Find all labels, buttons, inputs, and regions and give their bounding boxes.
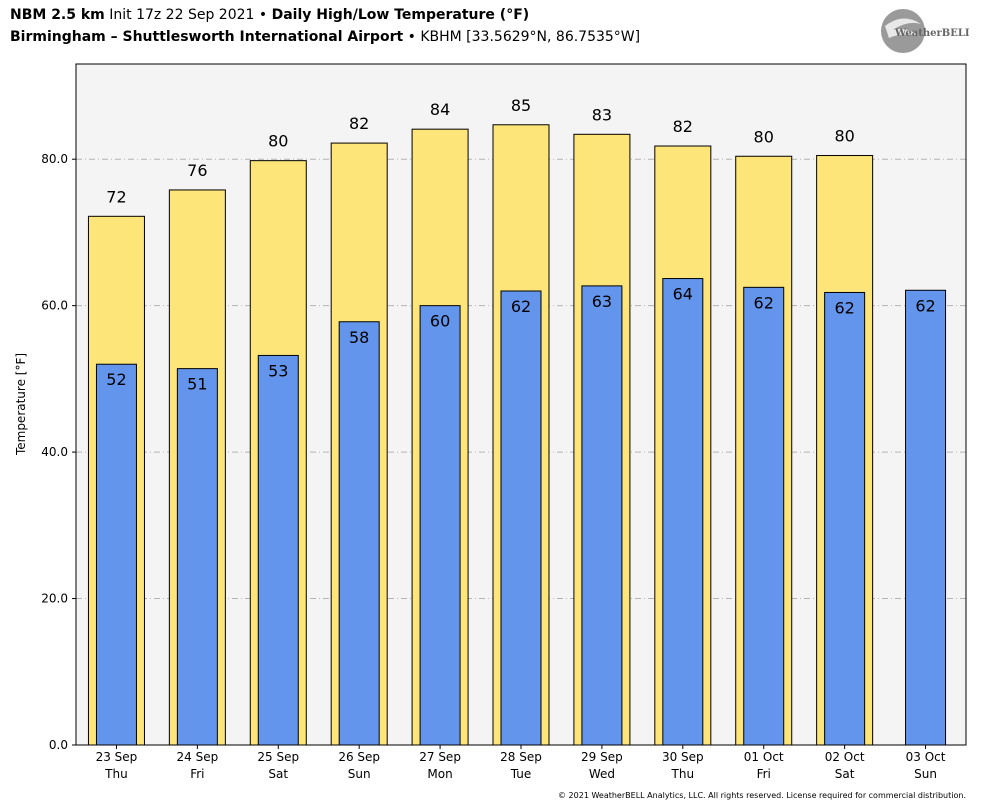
x-tick-day-8: Fri (757, 767, 771, 781)
low-bar-1 (176, 368, 218, 746)
x-axis: 23 Sep Thu 24 Sep Fri 25 Sep Sat 26 Sep Sun 27 S… (96, 745, 946, 781)
low-bar-7 (662, 278, 704, 746)
x-tick-day-0: Thu (104, 767, 128, 781)
chart-header: NBM 2.5 km Init 17z 22 Sep 2021 • Daily … (10, 4, 870, 48)
low-value-label-7: 64 (673, 285, 693, 304)
high-value-label-2: 80 (268, 132, 288, 151)
low-value-label-4: 60 (430, 312, 450, 331)
logo-swirl-arc (885, 18, 921, 38)
high-value-label-3: 82 (349, 114, 369, 133)
copyright-footer: © 2021 WeatherBELL Analytics, LLC. All r… (558, 791, 966, 800)
init-time: Init 17z 22 Sep 2021 (109, 7, 255, 23)
high-value-label-8: 80 (754, 127, 774, 146)
low-value-label-8: 62 (754, 293, 774, 312)
low-bar-2 (257, 354, 299, 746)
y-tick-label-40: 40.0 (41, 445, 68, 459)
x-tick-date-3: 26 Sep (338, 750, 380, 764)
station-meta: KBHM [33.5629°N, 86.7535°W] (420, 29, 641, 45)
x-tick-day-6: Wed (589, 767, 615, 781)
low-bar-10 (905, 289, 947, 746)
x-tick-day-2: Sat (268, 767, 288, 781)
logo-text: WeatherBELL (894, 28, 969, 39)
header-bullet-2: • (407, 29, 416, 45)
y-axis-label: Temperature [°F] (14, 353, 28, 456)
y-axis: 0.0 20.0 40.0 60.0 80.0 (41, 152, 76, 752)
model-name: NBM 2.5 km (10, 7, 105, 23)
y-tick-label-20: 20.0 (41, 592, 68, 606)
header-line-1: NBM 2.5 km Init 17z 22 Sep 2021 • Daily … (10, 4, 870, 26)
x-tick-day-3: Sun (348, 767, 371, 781)
header-line-2: Birmingham – Shuttlesworth International… (10, 26, 870, 48)
product-title: Daily High/Low Temperature (°F) (271, 7, 530, 23)
x-tick-day-7: Thu (671, 767, 695, 781)
high-value-label-1: 76 (187, 161, 207, 180)
high-value-label-5: 85 (511, 96, 531, 115)
bar-value-labels: 72 52 76 51 80 53 82 58 84 60 85 62 83 63 82 64 80 62 80 62… (106, 96, 935, 394)
low-bars (95, 278, 947, 746)
low-bar-8 (743, 286, 785, 746)
low-bar-3 (338, 321, 380, 746)
low-bar-6 (581, 285, 623, 746)
weatherbell-logo-icon: WeatherBELL (881, 9, 969, 53)
x-tick-day-10: Sun (914, 767, 937, 781)
x-tick-date-10: 03 Oct (906, 750, 946, 764)
x-tick-date-6: 29 Sep (581, 750, 623, 764)
low-value-label-10: 62 (915, 296, 935, 315)
x-tick-day-4: Mon (427, 767, 452, 781)
station-name: Birmingham – Shuttlesworth International… (10, 29, 404, 45)
x-tick-date-1: 24 Sep (177, 750, 219, 764)
high-value-label-6: 83 (592, 105, 612, 124)
y-tick-label-0: 0.0 (49, 738, 68, 752)
y-tick-label-60: 60.0 (41, 299, 68, 313)
x-tick-day-5: Tue (510, 767, 532, 781)
x-tick-date-4: 27 Sep (419, 750, 461, 764)
x-tick-day-9: Sat (835, 767, 855, 781)
x-tick-day-1: Fri (190, 767, 204, 781)
low-value-label-6: 63 (592, 292, 612, 311)
low-value-label-5: 62 (511, 297, 531, 316)
x-tick-date-5: 28 Sep (500, 750, 542, 764)
low-bar-5 (500, 290, 542, 746)
low-bar-0 (95, 363, 137, 746)
high-value-label-4: 84 (430, 100, 450, 119)
low-value-label-9: 62 (834, 298, 854, 317)
low-value-label-0: 52 (106, 370, 126, 389)
x-tick-date-2: 25 Sep (257, 750, 299, 764)
low-bar-4 (419, 305, 461, 746)
x-tick-date-9: 02 Oct (825, 750, 865, 764)
x-tick-date-0: 23 Sep (96, 750, 138, 764)
header-bullet: • (258, 7, 268, 23)
x-tick-date-7: 30 Sep (662, 750, 704, 764)
high-value-label-0: 72 (106, 187, 126, 206)
low-value-label-3: 58 (349, 328, 369, 347)
x-tick-date-8: 01 Oct (744, 750, 784, 764)
low-value-label-1: 51 (187, 375, 207, 394)
y-tick-label-80: 80.0 (41, 152, 68, 166)
low-value-label-2: 53 (268, 361, 288, 380)
high-value-label-9: 80 (834, 127, 854, 146)
low-bar-9 (824, 291, 866, 746)
high-value-label-7: 82 (673, 117, 693, 136)
